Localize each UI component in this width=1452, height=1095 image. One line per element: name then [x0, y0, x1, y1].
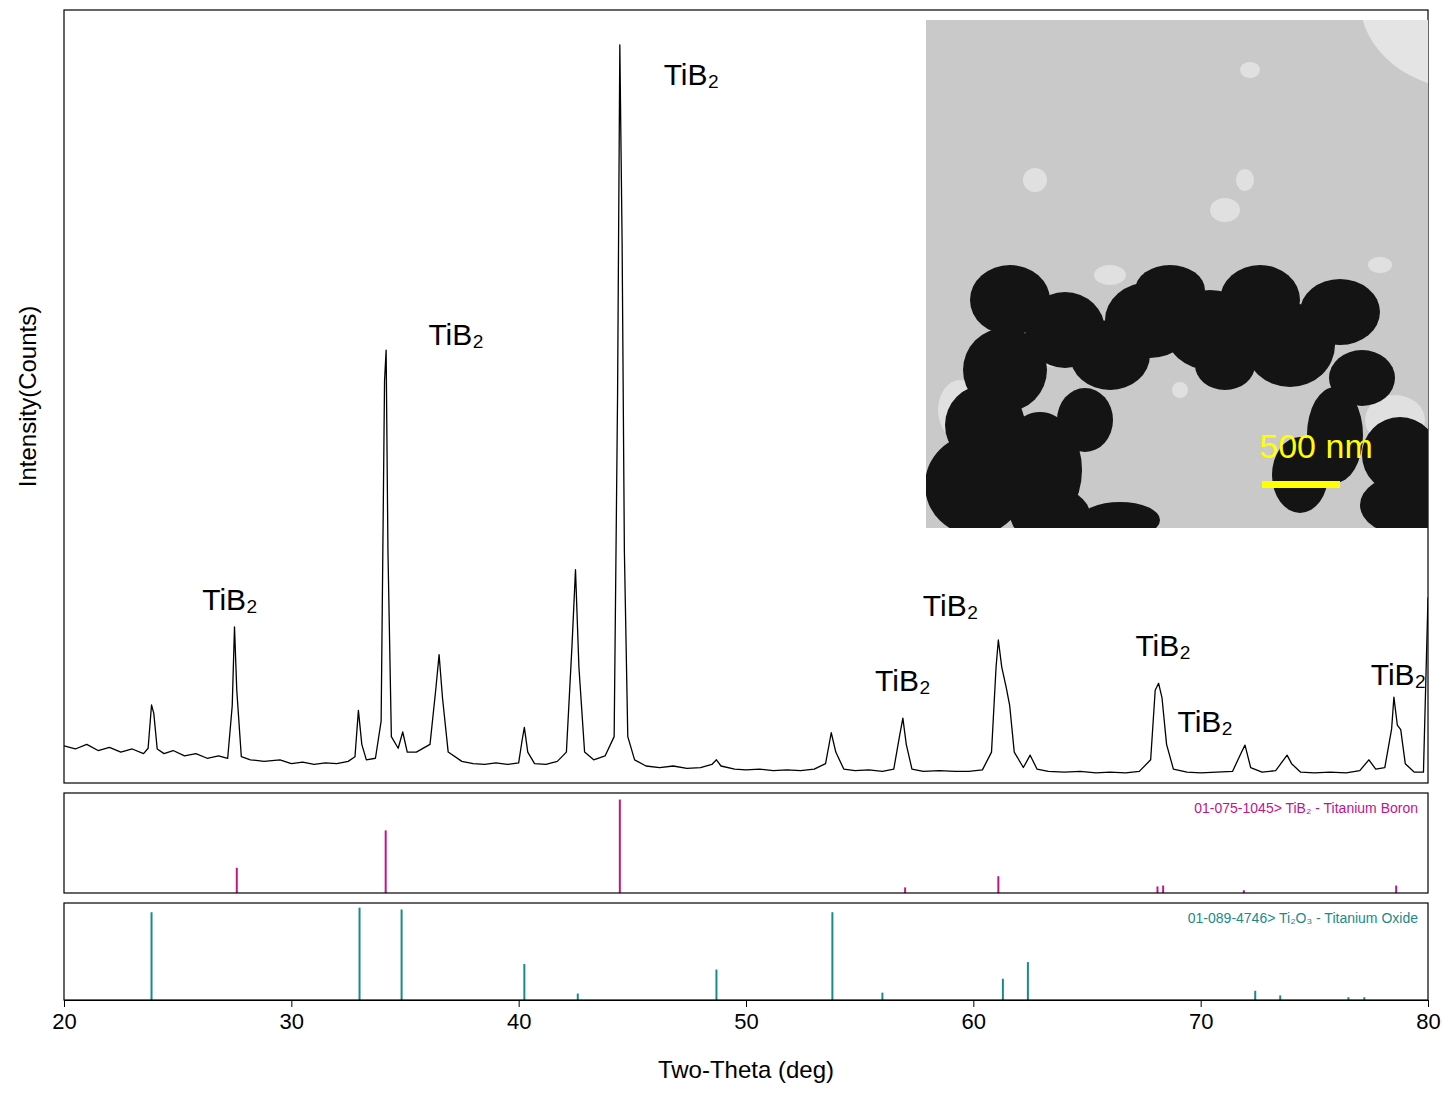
tick-mark — [519, 1000, 520, 1007]
reference-title: 01-089-4746> Ti₂O₃ - Titanium Oxide — [1188, 910, 1418, 926]
tick-mark — [1201, 1000, 1202, 1007]
inset-hole — [1236, 169, 1254, 191]
plot-frame — [64, 10, 1428, 783]
tick-mark — [1428, 1000, 1429, 1007]
reference-stick — [359, 908, 361, 1000]
peak-annotation: TiB₂ — [664, 58, 720, 91]
tick: 80 — [1416, 1000, 1440, 1034]
plot-area — [152, 908, 1365, 1000]
inset-hole — [1172, 382, 1188, 398]
reference-stick — [619, 800, 621, 893]
plot-frame — [64, 903, 1428, 1000]
tick: 40 — [507, 1000, 531, 1034]
reference-stick — [831, 912, 833, 1000]
peak-annotation: TiB₂ — [1371, 658, 1427, 691]
tick: 20 — [52, 1000, 76, 1034]
tick: 30 — [280, 1000, 304, 1034]
tick-label: 30 — [280, 1009, 304, 1034]
tick: 60 — [962, 1000, 986, 1034]
figure: Intensity(Counts) 500 nm TiB₂ TiB₂ TiB₂ TiB₂ T… — [0, 0, 1452, 1095]
reference-stick — [1027, 962, 1029, 1000]
inset-particle — [1080, 502, 1160, 528]
reference-stick — [1279, 995, 1281, 1000]
inset-film-edge — [1360, 20, 1428, 90]
inset-particle — [1010, 487, 1090, 528]
tick: 70 — [1189, 1000, 1213, 1034]
peak-annotation: TiB₂ — [923, 589, 979, 622]
reference-stick — [715, 970, 717, 1000]
scale-bar — [1262, 481, 1340, 488]
y-axis-title: Intensity(Counts) — [14, 306, 41, 487]
tick-mark — [291, 1000, 292, 1007]
reference-stick — [577, 994, 579, 1000]
reference-stick — [1254, 991, 1256, 1000]
reference-title: 01-075-1045> TiB₂ - Titanium Boron — [1194, 800, 1418, 816]
reference-stick — [523, 964, 525, 1000]
tick-mark — [746, 1000, 747, 1007]
reference-stick — [1002, 979, 1004, 1000]
tick-label: 60 — [962, 1009, 986, 1034]
peak-annotation: TiB₂ — [202, 583, 258, 616]
reference-stick — [904, 887, 906, 893]
reference-stick — [236, 868, 238, 893]
inset-hole — [1094, 265, 1126, 285]
tick-mark — [64, 1000, 65, 1007]
inset-hole — [1368, 257, 1392, 273]
inset-hole — [1240, 62, 1260, 78]
inset-particle — [1360, 475, 1428, 528]
reference-stick — [881, 993, 883, 1000]
inset-hole — [1023, 168, 1047, 192]
tick-label: 70 — [1189, 1009, 1213, 1034]
scale-bar-label: 500 nm — [1259, 427, 1372, 465]
inset-particle — [1057, 388, 1113, 452]
x-axis-title: Two-Theta (deg) — [658, 1056, 834, 1083]
inset-background — [926, 20, 1428, 528]
inset-particle — [1300, 279, 1380, 345]
reference-stick — [1162, 886, 1164, 893]
tick-label: 40 — [507, 1009, 531, 1034]
peak-annotation: TiB₂ — [1135, 629, 1191, 662]
inset-particle — [1195, 340, 1255, 390]
tem-inset: 500 nm — [925, 0, 1452, 543]
reference-stick — [151, 912, 153, 1000]
reference-stick — [1156, 886, 1158, 893]
peak-annotation: TiB₂ — [1177, 705, 1233, 738]
tick: 50 — [734, 1000, 758, 1034]
tick-label: 50 — [734, 1009, 758, 1034]
tick-mark — [973, 1000, 974, 1007]
reference-stick — [401, 909, 403, 1000]
tick-label: 80 — [1416, 1009, 1440, 1034]
reference-stick — [1395, 886, 1397, 893]
peak-annotation: TiB₂ — [875, 664, 931, 697]
tick-label: 20 — [52, 1009, 76, 1034]
inset-hole — [1210, 198, 1240, 222]
reference-stick — [997, 876, 999, 893]
peak-annotation: TiB₂ — [428, 318, 484, 351]
plot-frame — [64, 793, 1428, 893]
x-axis: 20 30 40 50 60 70 80 — [52, 1000, 1440, 1034]
reference-stick — [385, 830, 387, 893]
